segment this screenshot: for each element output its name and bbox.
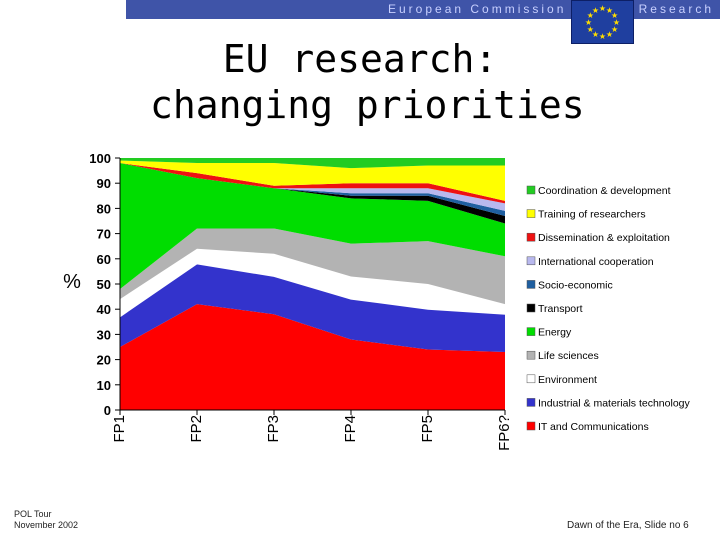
x-tick-label: FP6? bbox=[496, 415, 513, 451]
legend-swatch bbox=[526, 185, 536, 195]
area-industrial-materials-technology bbox=[120, 263, 505, 353]
legend-label: IT and Communications bbox=[538, 421, 649, 433]
area-energy bbox=[120, 163, 505, 290]
area-coordination-development bbox=[120, 158, 505, 169]
title-line-2: changing priorities bbox=[150, 83, 585, 127]
chart-areas bbox=[119, 158, 506, 410]
y-axis-ticks: 0 10 20 30 40 50 60 70 80 90 100 bbox=[89, 151, 120, 418]
legend-label: Coordination & development bbox=[538, 185, 671, 197]
area-training-of-researchers bbox=[120, 160, 505, 201]
legend-label: Transport bbox=[538, 303, 583, 315]
footer-event: POL Tour November 2002 bbox=[14, 509, 78, 531]
x-tick-label: FP3 bbox=[265, 415, 282, 443]
legend-swatch bbox=[526, 374, 536, 384]
flag-star: ★ bbox=[592, 6, 599, 15]
y-tick-label: 30 bbox=[97, 327, 111, 342]
eu-stars-ring: ★ ★★★★★★★★★★★ bbox=[585, 4, 620, 41]
y-tick-label: 50 bbox=[97, 277, 111, 292]
y-tick-label: 100 bbox=[89, 151, 111, 166]
area-life-sciences bbox=[120, 228, 505, 305]
legend-swatch bbox=[526, 303, 536, 313]
y-tick-label: 90 bbox=[97, 176, 111, 191]
chart-legend: Coordination & development Training of re… bbox=[526, 185, 690, 433]
legend-swatch bbox=[526, 398, 536, 407]
y-tick-label: 20 bbox=[97, 353, 111, 368]
x-tick-label: FP5 bbox=[419, 415, 436, 443]
legend-label: Industrial & materials technology bbox=[538, 397, 690, 409]
flag-star: ★ bbox=[611, 25, 618, 34]
y-axis-label: % bbox=[63, 271, 81, 293]
banner-research-text: Research bbox=[638, 2, 714, 16]
legend-swatch bbox=[526, 421, 536, 431]
page-title: EU research: changing priorities bbox=[150, 36, 585, 128]
area-transport bbox=[120, 163, 505, 224]
area-dissemination-exploitation bbox=[120, 163, 505, 204]
legend-label: International cooperation bbox=[538, 256, 654, 268]
title-line-1: EU research: bbox=[222, 37, 498, 81]
flag-star: ★ bbox=[606, 6, 613, 15]
flag-star: ★ bbox=[585, 18, 592, 27]
flag-star: ★ bbox=[599, 4, 606, 13]
flag-star: ★ bbox=[587, 25, 594, 34]
y-tick-label: 40 bbox=[97, 302, 111, 317]
footer-event-line-2: November 2002 bbox=[14, 520, 79, 530]
y-tick-label: 10 bbox=[97, 378, 111, 393]
y-tick-label: 80 bbox=[97, 201, 111, 216]
legend-label: Energy bbox=[538, 327, 572, 339]
flag-star: ★ bbox=[611, 11, 618, 20]
legend-label: Socio-economic bbox=[538, 279, 613, 291]
y-tick-label: 60 bbox=[97, 252, 111, 267]
x-tick-label: FP2 bbox=[188, 415, 205, 443]
legend-swatch bbox=[526, 232, 536, 242]
area-it-and-communications bbox=[120, 304, 505, 410]
flag-star: ★ bbox=[613, 18, 620, 27]
legend-label: Dissemination & exploitation bbox=[538, 232, 670, 244]
legend-swatch bbox=[526, 256, 536, 266]
footer-slide-number: Dawn of the Era, Slide no 6 bbox=[567, 520, 689, 531]
flag-star: ★ bbox=[587, 11, 594, 20]
x-tick-label: FP4 bbox=[342, 415, 359, 443]
eu-flag-icon: ★ ★ ★ ★ ★ ★ ★ ★ ★ ★ ★ ★ bbox=[571, 0, 634, 44]
x-axis-ticks: FP1 FP2 FP3 FP4 FP5 FP6? bbox=[111, 410, 513, 451]
legend-label: Life sciences bbox=[538, 350, 599, 362]
legend-label: Training of researchers bbox=[538, 209, 646, 221]
legend-label: Environment bbox=[538, 374, 597, 386]
flag-star: ★ bbox=[599, 32, 606, 41]
y-tick-label: 70 bbox=[97, 227, 111, 242]
legend-swatch bbox=[526, 350, 536, 360]
legend-swatch bbox=[526, 327, 536, 336]
banner-organization-text: European Commission bbox=[388, 2, 567, 16]
x-tick-label: FP1 bbox=[111, 415, 128, 443]
legend-swatch bbox=[526, 280, 536, 289]
flag-star: ★ bbox=[606, 30, 613, 39]
footer-event-line-1: POL Tour bbox=[14, 509, 52, 519]
y-tick-label: 0 bbox=[104, 403, 111, 418]
flag-star: ★ bbox=[592, 30, 599, 39]
legend-swatch bbox=[526, 209, 536, 218]
